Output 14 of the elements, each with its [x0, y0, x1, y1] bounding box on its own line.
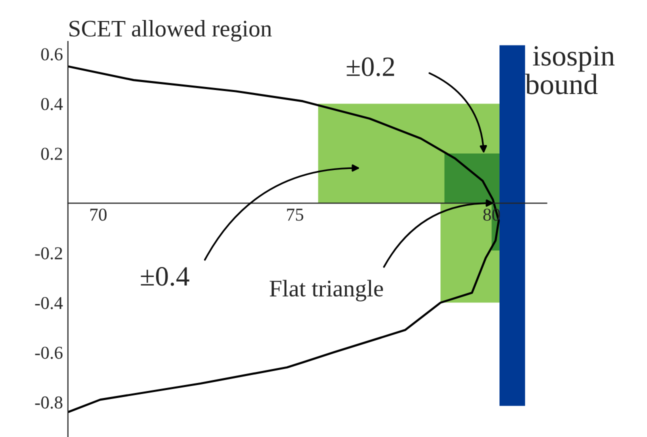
y-tick-label: 0.6 [41, 48, 63, 60]
x-tick-label: 75 [287, 208, 304, 221]
y-tick-label: -0.4 [35, 296, 63, 310]
y-tick-label: -0.6 [35, 346, 63, 359]
annotation: ±0.4 [140, 267, 190, 286]
y-tick-label: -0.8 [35, 396, 62, 409]
y-tick-label: 0.2 [41, 148, 62, 160]
y-tick-label: 0.4 [41, 98, 63, 110]
annotation: ±0.2 [346, 57, 394, 76]
series-label: SCET allowed region [70, 20, 272, 42]
y-tick-label: -0.2 [35, 247, 62, 260]
x-tick-label: 70 [90, 208, 107, 221]
series-label: isospin bound [525, 46, 615, 94]
annotation: Flat triangle [270, 280, 383, 302]
